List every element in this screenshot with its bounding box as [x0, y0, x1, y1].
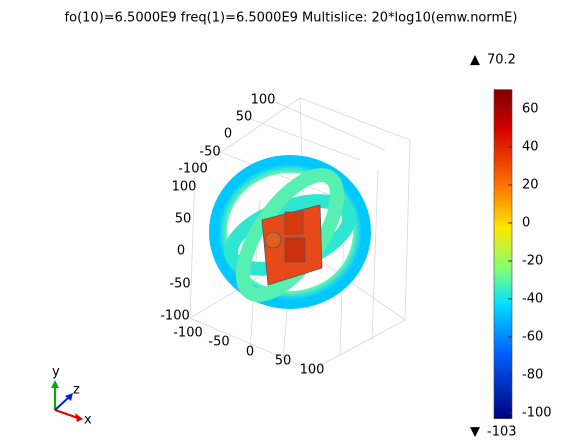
triad-y: y	[52, 365, 60, 380]
z-axis-tick-label: 0	[224, 127, 232, 142]
triad-x: x	[84, 413, 92, 428]
colorbar-tick-label: -60	[522, 329, 543, 344]
z-axis-tick-label: -100	[178, 162, 208, 177]
y-axis-tick-label: 100	[172, 180, 197, 195]
z-axis-tick-label: 100	[251, 93, 276, 108]
y-axis-tick-label: 0	[177, 244, 185, 259]
x-axis-tick-label: 0	[246, 345, 254, 360]
z-axis-tick-label: -50	[199, 145, 220, 160]
x-axis-tick-label: 50	[275, 354, 292, 369]
plot-title: fo(10)=6.5000E9 freq(1)=6.5000E9 Multisl…	[65, 11, 518, 26]
x-axis-tick-label: -100	[173, 326, 203, 341]
max-marker: ▲	[470, 53, 480, 68]
colorbar-max: 70.2	[487, 53, 516, 68]
min-marker: ▼	[470, 425, 480, 440]
colorbar-tick-label: -80	[522, 367, 543, 382]
colorbar-tick-label: -40	[522, 291, 543, 306]
x-axis-tick-label: -50	[208, 335, 229, 350]
slice-geometry	[209, 155, 371, 309]
x-axis-tick-label: 100	[300, 363, 325, 378]
triad-z: z	[73, 383, 80, 398]
y-axis-tick-label: -50	[169, 277, 190, 292]
colorbar-tick-label: 20	[522, 177, 539, 192]
triad: y z x	[51, 365, 92, 428]
colorbar-tick-label: 40	[522, 139, 539, 154]
z-axis-tick-label: 50	[236, 110, 253, 125]
colorbar-tick-label: 60	[522, 101, 539, 116]
colorbar-tick-label: -100	[522, 405, 552, 420]
y-axis-tick-label: 50	[175, 212, 192, 227]
colorbar-tick-label: -20	[522, 253, 543, 268]
colorbar-tick-label: 0	[522, 215, 530, 230]
y-axis-tick-label: -100	[160, 309, 190, 324]
colorbar-min: -103	[487, 425, 517, 440]
colorbar	[493, 89, 513, 419]
